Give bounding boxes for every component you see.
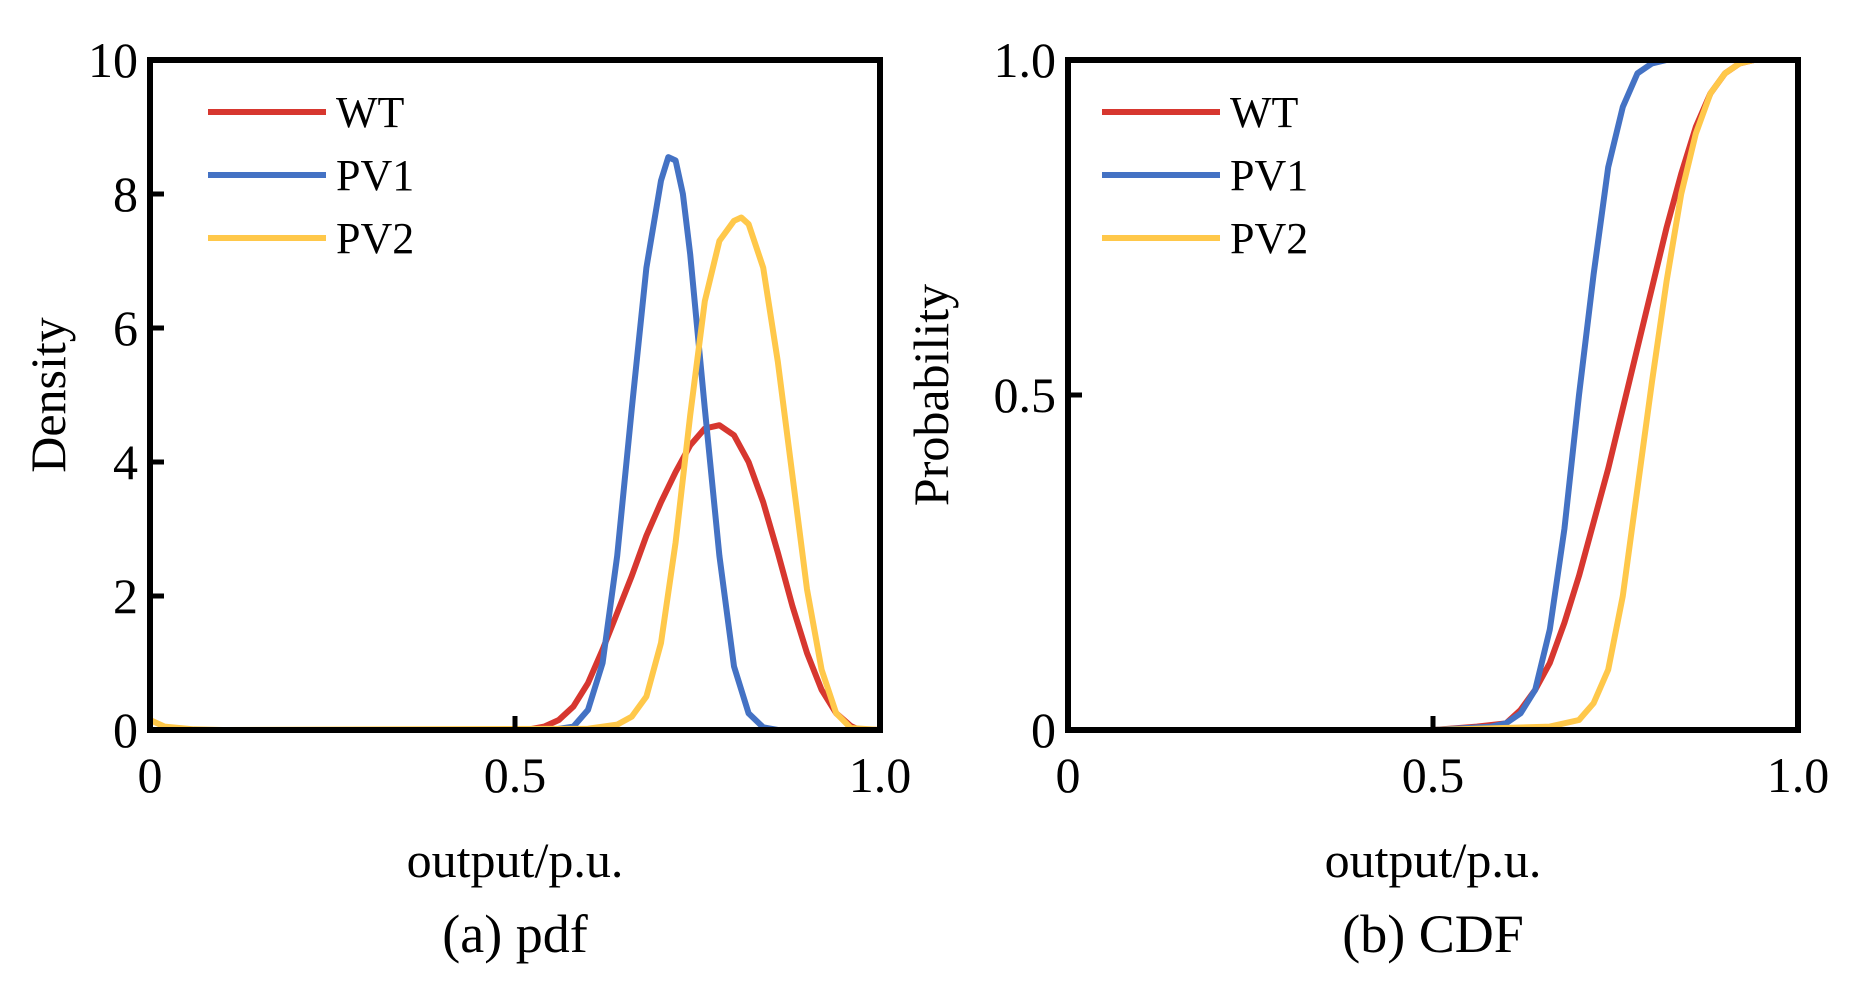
- pdf-legend: WT PV1 PV2: [208, 88, 414, 263]
- cdf-y-tick-label: 0: [1031, 702, 1056, 758]
- pdf-y-tick-label: 0: [113, 702, 138, 758]
- cdf-legend: WT PV1 PV2: [1102, 88, 1308, 263]
- pdf-series-pv2-line: [147, 214, 883, 733]
- cdf-x-axis-label: output/p.u.: [1325, 832, 1542, 888]
- cdf-series-pv2-line: [1065, 57, 1801, 733]
- pdf-legend-label-pv1: PV1: [336, 151, 414, 200]
- pdf-y-axis-label: Density: [20, 317, 76, 473]
- cdf-x-tick-label: 1.0: [1767, 747, 1830, 803]
- cdf-x-tick-label: 0: [1056, 747, 1081, 803]
- pdf-tick-layer: 0 0.5 1.0 0 2 4 6 8 10: [88, 32, 911, 803]
- pdf-caption: (a) pdf: [442, 904, 587, 964]
- pdf-plot-frame: [147, 57, 883, 733]
- pdf-series-pv1-line: [147, 154, 883, 733]
- cdf-y-tick-label: 0.5: [994, 367, 1057, 423]
- cdf-x-tick-label: 0.5: [1402, 747, 1465, 803]
- cdf-legend-label-wt: WT: [1230, 88, 1299, 137]
- cdf-y-axis-label: Probability: [903, 284, 959, 506]
- pdf-legend-label-wt: WT: [336, 88, 405, 137]
- pdf-legend-label-pv2: PV2: [336, 214, 414, 263]
- cdf-series-layer: [1065, 57, 1801, 733]
- pdf-y-tick-label: 4: [113, 434, 138, 490]
- pdf-series-wt-line: [147, 422, 883, 733]
- pdf-x-tick-label: 0: [138, 747, 163, 803]
- pdf-x-tick-label: 0.5: [484, 747, 547, 803]
- pdf-y-tick-label: 8: [113, 166, 138, 222]
- cdf-y-tick-label: 1.0: [994, 32, 1057, 88]
- pdf-panel: 0 0.5 1.0 0 2 4 6 8 10 WT PV1 PV2 Density output/p…: [20, 32, 911, 964]
- cdf-legend-label-pv1: PV1: [1230, 151, 1308, 200]
- pdf-y-tick-label: 10: [88, 32, 138, 88]
- cdf-series-pv1-line: [1065, 57, 1801, 733]
- cdf-legend-label-pv2: PV2: [1230, 214, 1308, 263]
- pdf-y-tick-label: 2: [113, 568, 138, 624]
- pdf-x-axis-label: output/p.u.: [407, 832, 624, 888]
- cdf-tick-layer: 0 0.5 1.0 0 0.5 1.0: [994, 32, 1830, 803]
- pdf-series-layer: [147, 154, 883, 733]
- pdf-y-tick-label: 6: [113, 300, 138, 356]
- cdf-caption: (b) CDF: [1342, 904, 1524, 964]
- cdf-panel: 0 0.5 1.0 0 0.5 1.0 WT PV1 PV2 Probability outp…: [903, 32, 1829, 964]
- pdf-x-tick-label: 1.0: [849, 747, 912, 803]
